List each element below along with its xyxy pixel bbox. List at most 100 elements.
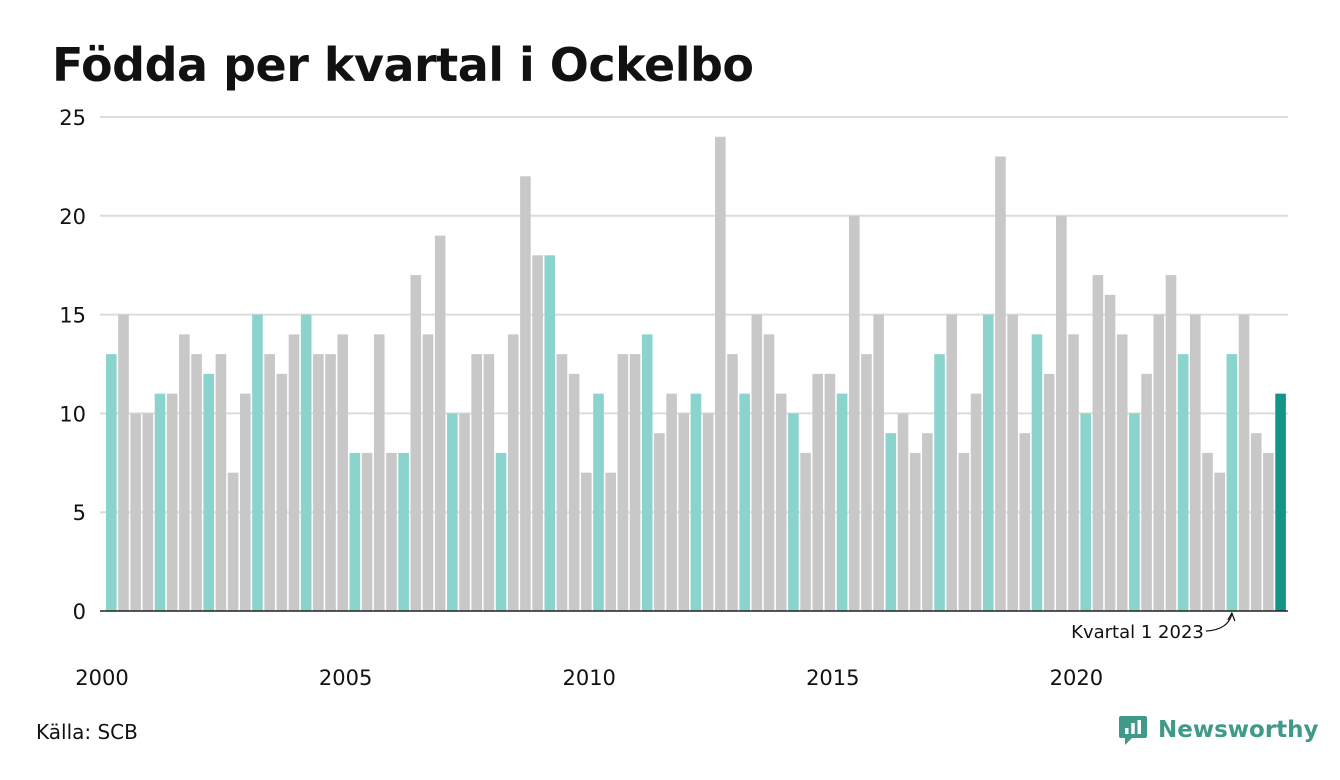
bar	[142, 413, 154, 611]
source-label: Källa: SCB	[36, 720, 138, 744]
bar	[1019, 433, 1031, 611]
bar	[982, 314, 994, 611]
bar	[325, 354, 336, 611]
bar	[690, 393, 702, 611]
bar	[313, 354, 324, 611]
bar	[641, 334, 653, 611]
bar	[1129, 413, 1140, 611]
bar	[130, 413, 141, 611]
annotation: Kvartal 1 2023	[1071, 611, 1236, 643]
bar	[1068, 334, 1079, 611]
bar	[788, 413, 799, 611]
y-axis-labels: 0 5 10 15 20 25	[59, 106, 86, 624]
bar	[593, 393, 604, 611]
bar	[106, 354, 117, 611]
bar	[727, 354, 738, 611]
bar	[1104, 294, 1116, 611]
bar	[361, 452, 373, 611]
bar	[824, 373, 836, 611]
bar	[203, 373, 215, 611]
bar	[800, 452, 811, 611]
bar	[995, 156, 1006, 611]
bar	[373, 334, 385, 611]
bar	[909, 452, 921, 611]
bar	[507, 334, 519, 611]
brand-name: Newsworthy	[1158, 717, 1319, 743]
bar	[702, 413, 714, 611]
bar	[812, 373, 824, 611]
bar	[763, 334, 775, 611]
bar	[483, 354, 495, 611]
bar	[861, 354, 872, 611]
bar	[1116, 334, 1128, 611]
bar	[1214, 472, 1225, 611]
bar	[922, 433, 933, 611]
bar	[349, 452, 361, 611]
bar	[739, 393, 750, 611]
bar	[264, 354, 275, 611]
bar	[1226, 354, 1238, 611]
bar	[1202, 452, 1213, 611]
bar	[288, 334, 300, 611]
x-tick-label: 2000	[75, 666, 128, 690]
bar	[154, 393, 166, 611]
annotation-label: Kvartal 1 2023	[1071, 622, 1204, 643]
bar	[1263, 452, 1274, 611]
bar	[276, 373, 288, 611]
bar	[617, 354, 629, 611]
bar	[958, 452, 970, 611]
bar	[1177, 354, 1189, 611]
x-tick-label: 2020	[1050, 666, 1103, 690]
bar	[1238, 314, 1250, 611]
bar	[751, 314, 763, 611]
bar	[629, 354, 641, 611]
bar	[885, 433, 897, 611]
bar	[410, 275, 422, 611]
bar	[848, 215, 860, 612]
bar	[215, 354, 227, 611]
bar	[1153, 314, 1165, 611]
bar	[897, 413, 909, 611]
bar	[252, 314, 263, 611]
bar	[1080, 413, 1091, 611]
brand[interactable]: Newsworthy	[1118, 714, 1319, 746]
bar	[946, 314, 958, 611]
bar	[179, 334, 190, 611]
bar	[678, 413, 690, 611]
bar	[1141, 373, 1152, 611]
bar	[166, 393, 178, 611]
y-tick-label: 15	[59, 304, 86, 328]
y-tick-label: 0	[73, 600, 86, 624]
bar	[300, 314, 312, 611]
bar	[434, 235, 446, 611]
bar	[398, 452, 409, 611]
bar	[459, 413, 470, 611]
bar	[227, 472, 239, 611]
bar	[1165, 275, 1177, 611]
bar	[1056, 215, 1067, 612]
bar	[1250, 433, 1262, 611]
bar	[1031, 334, 1043, 611]
y-tick-label: 20	[59, 205, 86, 229]
bar	[556, 354, 568, 611]
bar	[495, 452, 507, 611]
y-tick-label: 5	[73, 501, 86, 525]
bar	[1092, 275, 1104, 611]
annotation-arrowhead	[1227, 611, 1236, 622]
bar	[422, 334, 434, 611]
bar	[934, 354, 945, 611]
bar	[1007, 314, 1018, 611]
x-tick-label: 2015	[806, 666, 859, 690]
bar	[605, 472, 616, 611]
bar	[654, 433, 665, 611]
bar	[532, 255, 543, 611]
bar	[873, 314, 884, 611]
bar	[568, 373, 580, 611]
bar	[1275, 393, 1286, 611]
bar	[836, 393, 848, 611]
bar	[386, 452, 397, 611]
bar	[520, 176, 531, 611]
bar	[471, 354, 482, 611]
chart-title: Födda per kvartal i Ockelbo	[52, 38, 754, 92]
